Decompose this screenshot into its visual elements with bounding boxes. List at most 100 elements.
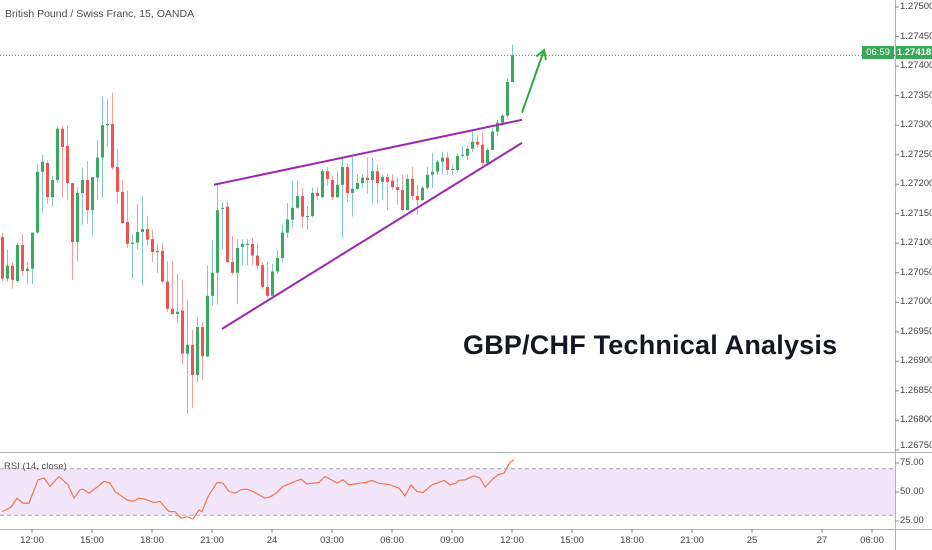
time-tick-label: 12:00 bbox=[20, 535, 44, 546]
price-tick-label: 1.27300 bbox=[900, 119, 932, 131]
candle-body-up bbox=[456, 155, 459, 171]
candle bbox=[371, 157, 374, 204]
candle bbox=[171, 260, 174, 315]
rsi-band-group bbox=[0, 54, 895, 516]
time-tick-label: 25 bbox=[746, 535, 758, 546]
candle-body-up bbox=[26, 268, 29, 271]
candle bbox=[356, 174, 359, 191]
candle bbox=[186, 299, 189, 414]
candle bbox=[151, 229, 154, 263]
candle bbox=[116, 148, 119, 204]
candle bbox=[361, 174, 364, 188]
candle bbox=[201, 321, 204, 380]
time-tick-label: 18:00 bbox=[620, 535, 644, 546]
candle-body-up bbox=[221, 207, 224, 209]
candle bbox=[176, 273, 179, 323]
candle bbox=[376, 164, 379, 204]
candle bbox=[61, 125, 64, 198]
candle bbox=[286, 203, 289, 238]
candle-body-up bbox=[276, 258, 279, 272]
candle-body-down bbox=[331, 180, 334, 198]
candle-body-down bbox=[316, 193, 319, 196]
candle bbox=[316, 187, 319, 201]
candle bbox=[421, 185, 424, 201]
candle-body-up bbox=[81, 180, 84, 194]
candle bbox=[266, 262, 269, 299]
candle bbox=[211, 239, 214, 306]
candle-body-up bbox=[286, 219, 289, 233]
candle bbox=[21, 233, 24, 276]
candle bbox=[136, 203, 139, 250]
candle-body-down bbox=[256, 255, 259, 266]
price-tick-label: 1.27500 bbox=[900, 1, 932, 12]
candle bbox=[256, 242, 259, 270]
candle-body-up bbox=[156, 250, 159, 253]
candle bbox=[226, 201, 229, 263]
candle bbox=[251, 237, 254, 266]
time-tick-label: 27 bbox=[816, 535, 828, 546]
candle bbox=[396, 177, 399, 205]
candle bbox=[91, 177, 94, 237]
candle-body-up bbox=[271, 271, 274, 296]
candle bbox=[1, 232, 4, 282]
candle bbox=[86, 161, 89, 224]
candle bbox=[271, 263, 274, 296]
candle bbox=[346, 162, 349, 202]
candle bbox=[321, 168, 324, 198]
candle-body-up bbox=[336, 184, 339, 198]
candle-body-up bbox=[296, 195, 299, 208]
candle-body-down bbox=[386, 177, 389, 182]
candle bbox=[56, 125, 59, 183]
candle-body-up bbox=[501, 115, 504, 123]
candle-body-down bbox=[21, 245, 24, 271]
candle bbox=[326, 167, 329, 186]
candle bbox=[416, 184, 419, 215]
candle-body-down bbox=[181, 310, 184, 354]
rsi-tick-label: 50.00 bbox=[900, 486, 924, 497]
candle bbox=[36, 164, 39, 234]
candle bbox=[426, 167, 429, 191]
candle bbox=[101, 96, 104, 198]
candle-body-up bbox=[426, 174, 429, 188]
candle bbox=[236, 239, 239, 305]
candle-body-down bbox=[191, 344, 194, 375]
candle bbox=[446, 151, 449, 175]
candle bbox=[206, 265, 209, 357]
candle-body-down bbox=[146, 229, 149, 240]
candle bbox=[126, 190, 129, 248]
rsi-tick-label: 75.00 bbox=[900, 457, 924, 468]
current-price-label: 1.27418 bbox=[896, 46, 932, 59]
bar-countdown-label: 06:59 bbox=[862, 46, 894, 59]
candle bbox=[281, 224, 284, 263]
time-tick-label: 21:00 bbox=[200, 535, 224, 546]
price-tick-label: 1.26800 bbox=[900, 414, 932, 426]
rsi-band bbox=[0, 468, 895, 516]
time-tick-label: 24 bbox=[266, 535, 278, 546]
candle-body-down bbox=[376, 171, 379, 183]
candle-body-up bbox=[101, 125, 104, 158]
candle-body-down bbox=[401, 190, 404, 211]
symbol-title[interactable]: British Pound / Swiss Franc, 15, OANDA bbox=[5, 8, 195, 20]
rsi-indicator-label[interactable]: RSI (14, close) bbox=[4, 461, 67, 472]
candle-body-up bbox=[441, 157, 444, 162]
price-tick-label: 1.27100 bbox=[900, 237, 932, 249]
overlay-title: GBP/CHF Technical Analysis bbox=[463, 330, 838, 360]
price-tick-label: 1.26750 bbox=[900, 440, 932, 451]
candle bbox=[221, 201, 224, 250]
candle bbox=[231, 236, 234, 276]
candle bbox=[121, 180, 124, 224]
candle bbox=[166, 260, 169, 312]
candle-body-up bbox=[16, 245, 19, 282]
candle-body-up bbox=[206, 295, 209, 357]
time-tick-label: 18:00 bbox=[140, 535, 164, 546]
candle bbox=[406, 174, 409, 211]
candle bbox=[261, 262, 264, 289]
candle-body-down bbox=[1, 236, 4, 279]
candle bbox=[336, 171, 339, 198]
candle-body-down bbox=[61, 128, 64, 147]
candle-body-up bbox=[141, 229, 144, 233]
candle-body-up bbox=[321, 171, 324, 198]
candle bbox=[476, 135, 479, 149]
candle bbox=[456, 152, 459, 172]
